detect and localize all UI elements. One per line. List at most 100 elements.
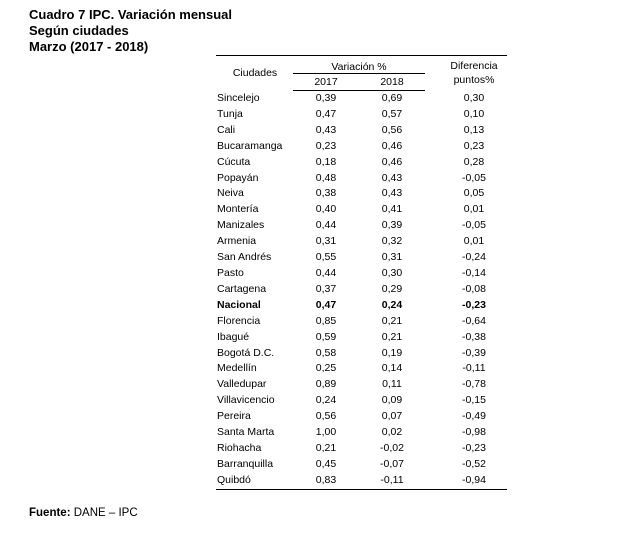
city-cell: Popayán bbox=[217, 171, 259, 184]
difference-cell: -0,98 bbox=[462, 426, 486, 439]
value-2018-cell: 0,41 bbox=[381, 203, 403, 216]
table-row: Bogotá D.C. 0,58 0,19 -0,39 bbox=[216, 346, 507, 362]
table-row: Valledupar 0,89 0,11 -0,78 bbox=[216, 377, 507, 393]
header-difference-line1: Diferencia bbox=[450, 60, 498, 73]
difference-cell: -0,64 bbox=[462, 314, 486, 327]
value-2017-cell: 0,18 bbox=[315, 155, 337, 168]
value-2018-cell: 0,43 bbox=[381, 187, 403, 200]
city-cell: San Andrés bbox=[217, 251, 272, 264]
city-cell: Ibagué bbox=[217, 330, 250, 343]
gap-cell bbox=[425, 298, 441, 314]
difference-cell: 0,05 bbox=[463, 187, 485, 200]
value-2018-cell: 0,69 bbox=[381, 92, 403, 104]
city-cell: Pasto bbox=[217, 266, 244, 279]
value-2018-cell: 0,46 bbox=[381, 139, 403, 152]
value-2018-cell: 0,29 bbox=[381, 282, 403, 295]
value-2017-cell: 0,31 bbox=[315, 235, 337, 248]
difference-cell: -0,94 bbox=[441, 472, 507, 490]
city-cell: Sincelejo bbox=[217, 91, 260, 104]
difference-cell: -0,24 bbox=[462, 251, 486, 264]
value-2017-cell: 0,59 bbox=[315, 330, 337, 343]
table-row: Sincelejo 0,39 0,69 0,30 bbox=[216, 91, 507, 107]
source-text: DANE – IPC bbox=[73, 507, 138, 519]
value-2017-cell: 0,48 bbox=[315, 171, 337, 184]
difference-cell: 0,23 bbox=[463, 139, 485, 152]
gap-cell bbox=[425, 282, 441, 298]
table-row: Neiva 0,38 0,43 0,05 bbox=[216, 186, 507, 202]
header-year-2018: 2018 bbox=[359, 73, 425, 91]
city-cell: Nacional bbox=[217, 298, 261, 311]
value-2018-cell: 0,24 bbox=[381, 298, 403, 311]
value-2017-cell: 0,25 bbox=[315, 362, 337, 375]
value-2018-cell: 0,46 bbox=[381, 155, 403, 168]
table-row: Villavicencio 0,24 0,09 -0,15 bbox=[216, 393, 507, 409]
gap-cell bbox=[425, 425, 441, 441]
gap-cell bbox=[425, 250, 441, 266]
value-2018-cell: 0,57 bbox=[381, 107, 403, 120]
table-title-block: Cuadro 7 IPC. Variación mensual Según ci… bbox=[29, 7, 232, 55]
value-2018-cell: 0,14 bbox=[381, 362, 403, 375]
difference-cell: -0,05 bbox=[462, 171, 486, 184]
table-row: Pereira 0,56 0,07 -0,49 bbox=[216, 409, 507, 425]
gap-cell bbox=[425, 361, 441, 377]
value-2017-cell: 0,58 bbox=[315, 346, 337, 359]
value-2018-cell: 0,21 bbox=[381, 330, 403, 343]
difference-cell: -0,05 bbox=[462, 219, 486, 232]
difference-cell: -0,39 bbox=[462, 346, 486, 359]
ipc-variation-table: Ciudades Variación % Diferencia puntos% … bbox=[216, 55, 507, 490]
header-gap bbox=[425, 55, 441, 91]
difference-cell: -0,38 bbox=[462, 330, 486, 343]
difference-cell: 0,30 bbox=[463, 91, 485, 104]
difference-cell: -0,11 bbox=[462, 362, 486, 375]
gap-cell bbox=[425, 123, 441, 139]
difference-cell: -0,49 bbox=[462, 410, 486, 423]
table-row: Pasto 0,44 0,30 -0,14 bbox=[216, 266, 507, 282]
value-2017-cell: 0,44 bbox=[315, 266, 337, 279]
gap-cell bbox=[425, 218, 441, 234]
gap-cell bbox=[425, 314, 441, 330]
value-2018-cell: 0,11 bbox=[382, 378, 402, 391]
value-2018-cell: 0,30 bbox=[381, 266, 403, 279]
value-2017-cell: 0,89 bbox=[315, 378, 337, 391]
table-row: Santa Marta 1,00 0,02 -0,98 bbox=[216, 425, 507, 441]
gap-cell bbox=[425, 441, 441, 457]
table-subheader-row: 2017 2018 bbox=[216, 73, 507, 91]
city-cell: Quibdó bbox=[216, 472, 293, 490]
difference-cell: 0,28 bbox=[463, 155, 485, 168]
gap-cell bbox=[425, 107, 441, 123]
city-cell: Manizales bbox=[217, 219, 265, 232]
gap-cell bbox=[425, 472, 441, 490]
table-row: Manizales 0,44 0,39 -0,05 bbox=[216, 218, 507, 234]
city-cell: Cartagena bbox=[217, 282, 267, 295]
table-row: Cúcuta 0,18 0,46 0,28 bbox=[216, 155, 507, 171]
difference-cell: -0,23 bbox=[462, 441, 486, 454]
value-2017-cell: 0,21 bbox=[315, 441, 337, 454]
table-row: Medellín 0,25 0,14 -0,11 bbox=[216, 361, 507, 377]
difference-cell: 0,10 bbox=[463, 107, 485, 120]
gap-cell bbox=[425, 457, 441, 473]
source-label: Fuente: bbox=[29, 507, 71, 519]
table-row: Cali 0,43 0,56 0,13 bbox=[216, 123, 507, 139]
value-2017-cell: 0,23 bbox=[315, 139, 337, 152]
city-cell: Valledupar bbox=[217, 378, 267, 391]
table-row: Florencia 0,85 0,21 -0,64 bbox=[216, 314, 507, 330]
city-cell: Neiva bbox=[217, 187, 244, 200]
gap-cell bbox=[425, 139, 441, 155]
city-cell: Santa Marta bbox=[217, 426, 275, 439]
value-2017-cell: 0,56 bbox=[315, 410, 337, 423]
value-2017-cell: 0,47 bbox=[315, 298, 337, 311]
value-2017-cell: 0,39 bbox=[315, 92, 337, 104]
city-cell: Montería bbox=[217, 203, 259, 216]
difference-cell: 0,01 bbox=[463, 203, 485, 216]
difference-cell: 0,01 bbox=[463, 235, 485, 248]
table-row: San Andrés 0,55 0,31 -0,24 bbox=[216, 250, 507, 266]
city-cell: Armenia bbox=[217, 235, 257, 248]
gap-cell bbox=[425, 186, 441, 202]
gap-cell bbox=[425, 330, 441, 346]
header-difference: Diferencia puntos% bbox=[441, 55, 507, 91]
source-footnote: Fuente: DANE – IPC bbox=[29, 507, 138, 519]
table-period: Marzo (2017 - 2018) bbox=[29, 39, 149, 54]
table-row: Montería 0,40 0,41 0,01 bbox=[216, 202, 507, 218]
header-year-2017: 2017 bbox=[293, 73, 359, 91]
value-2018-cell: -0,11 bbox=[359, 472, 425, 490]
